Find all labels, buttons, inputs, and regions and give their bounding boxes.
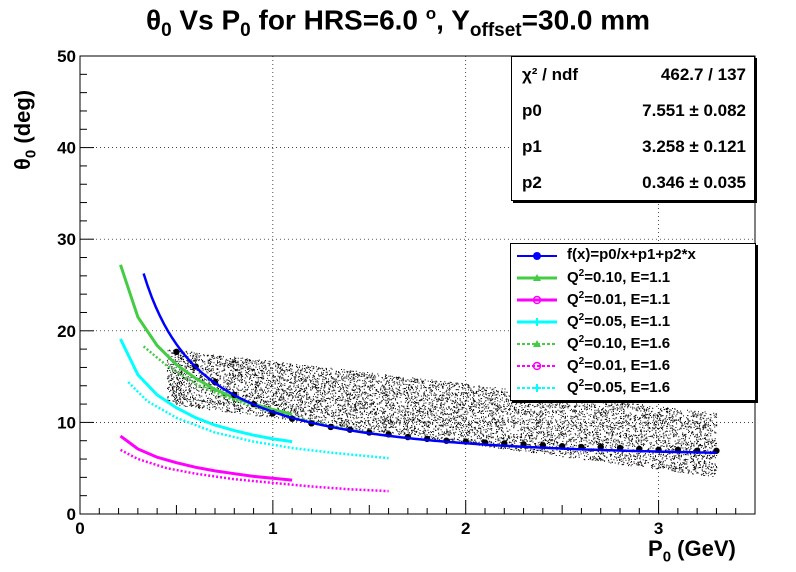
legend: f(x)=p0/x+p1+p2*x Q2=0.10, E=1.1 Q2=0.01… <box>510 243 756 401</box>
scatter-points <box>166 349 718 477</box>
scatter-cloud <box>166 349 718 477</box>
legend-swatch <box>517 340 557 347</box>
axis-ticks <box>79 55 756 515</box>
series-line-0 <box>119 264 293 416</box>
series-line-4 <box>119 448 389 493</box>
legend-entry-fit: f(x)=p0/x+p1+p2*x <box>511 246 755 265</box>
legend-swatch <box>517 318 557 326</box>
x-tick-label: 3 <box>654 519 663 538</box>
legend-entry-q005-e11: Q2=0.05, E=1.1 <box>511 312 755 331</box>
y-tick-label: 0 <box>67 505 76 524</box>
stats-key: p1 <box>522 137 542 156</box>
stats-key: χ² / ndf <box>522 65 579 84</box>
x-tick-label: 1 <box>268 519 277 538</box>
legend-entry-q001-e16: Q2=0.01, E=1.6 <box>511 356 755 375</box>
series-line-2 <box>119 338 293 444</box>
legend-entry-q001-e11: Q2=0.01, E=1.1 <box>511 290 755 309</box>
legend-swatch <box>517 384 557 392</box>
curve-series <box>119 264 389 493</box>
stats-value: 0.346 ± 0.035 <box>642 173 746 192</box>
y-tick-label: 20 <box>57 322 76 341</box>
legend-entry-q010-e16: Q2=0.10, E=1.6 <box>511 334 755 353</box>
chart-title: θ0 Vs P0 for HRS=6.0 o, Yoffset=30.0 mm <box>145 4 651 41</box>
legend-swatch <box>517 361 557 371</box>
stats-value: 7.551 ± 0.082 <box>642 101 746 120</box>
legend-entry-q010-e11: Q2=0.10, E=1.1 <box>511 268 755 287</box>
legend-swatch <box>517 274 557 281</box>
x-axis-label: P0 (GeV) <box>648 536 736 566</box>
y-tick-label: 30 <box>57 230 76 249</box>
legend-swatch <box>517 252 557 260</box>
stats-key: p0 <box>522 101 542 120</box>
x-tick-label: 0 <box>75 519 84 538</box>
y-axis-label: θ0 (deg) <box>10 89 40 170</box>
y-tick-label: 50 <box>57 47 76 66</box>
legend-label: Q2=0.01, E=1.6 <box>567 356 671 374</box>
x-tick-label: 2 <box>461 519 470 538</box>
stats-key: p2 <box>522 173 542 192</box>
legend-label: Q2=0.01, E=1.1 <box>567 290 671 308</box>
y-tick-label: 10 <box>57 413 76 432</box>
legend-label: Q2=0.05, E=1.6 <box>567 378 671 396</box>
fit-stats-box: χ² / ndf 462.7 / 137 p0 7.551 ± 0.082 p1… <box>511 56 755 201</box>
fit-line <box>142 273 717 454</box>
stats-value: 462.7 / 137 <box>660 65 746 84</box>
stats-value: 3.258 ± 0.121 <box>642 137 746 156</box>
legend-label: Q2=0.05, E=1.1 <box>567 312 671 330</box>
series-line-5 <box>127 381 389 460</box>
legend-label: f(x)=p0/x+p1+p2*x <box>567 246 696 263</box>
series-line-1 <box>119 434 293 482</box>
legend-swatch <box>517 295 557 305</box>
legend-label: Q2=0.10, E=1.1 <box>567 268 671 286</box>
fit-curve <box>142 273 717 454</box>
fit-point <box>173 348 180 356</box>
legend-label: Q2=0.10, E=1.6 <box>567 334 671 352</box>
y-tick-label: 40 <box>57 139 76 158</box>
legend-entry-q005-e16: Q2=0.05, E=1.6 <box>511 378 755 397</box>
